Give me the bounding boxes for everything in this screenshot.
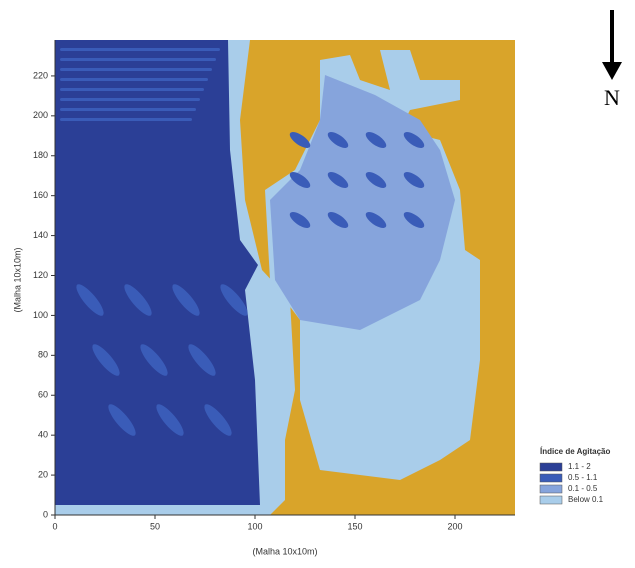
wave-stripe [60, 108, 196, 111]
wave-stripe [60, 48, 220, 51]
x-axis-label: (Malha 10x10m) [252, 546, 317, 556]
legend-label: 0.5 - 1.1 [568, 473, 598, 482]
y-tick-label: 180 [33, 150, 48, 160]
wave-stripe [60, 118, 192, 121]
y-tick-label: 100 [33, 310, 48, 320]
north-arrowhead [602, 62, 622, 80]
wave-stripe [60, 98, 200, 101]
legend-swatch [540, 485, 562, 493]
wave-stripe [60, 78, 208, 81]
y-tick-label: 140 [33, 230, 48, 240]
x-tick-label: 150 [347, 521, 362, 531]
legend-swatch [540, 474, 562, 482]
x-tick-label: 200 [447, 521, 462, 531]
y-tick-label: 120 [33, 270, 48, 280]
y-tick-label: 60 [38, 390, 48, 400]
y-tick-label: 0 [43, 509, 48, 519]
y-tick-label: 80 [38, 350, 48, 360]
y-tick-label: 200 [33, 110, 48, 120]
legend-label: 1.1 - 2 [568, 462, 591, 471]
wave-stripe [60, 88, 204, 91]
wave-stripe [60, 58, 216, 61]
legend-swatch [540, 463, 562, 471]
y-tick-label: 220 [33, 70, 48, 80]
north-label: N [604, 85, 620, 110]
x-tick-label: 100 [247, 521, 262, 531]
y-axis-label: (Malha 10x10m) [12, 247, 22, 312]
legend-swatch [540, 496, 562, 504]
x-tick-label: 50 [150, 521, 160, 531]
legend-label: Below 0.1 [568, 495, 604, 504]
legend-label: 0.1 - 0.5 [568, 484, 598, 493]
legend-title: Índice de Agitação [540, 447, 611, 456]
y-tick-label: 160 [33, 190, 48, 200]
x-tick-label: 0 [52, 521, 57, 531]
y-tick-label: 40 [38, 430, 48, 440]
wave-stripe [60, 68, 212, 71]
chart: (Malha 10x10m) (Malha 10x10m) Índice de … [0, 0, 635, 568]
y-tick-label: 20 [38, 469, 48, 479]
